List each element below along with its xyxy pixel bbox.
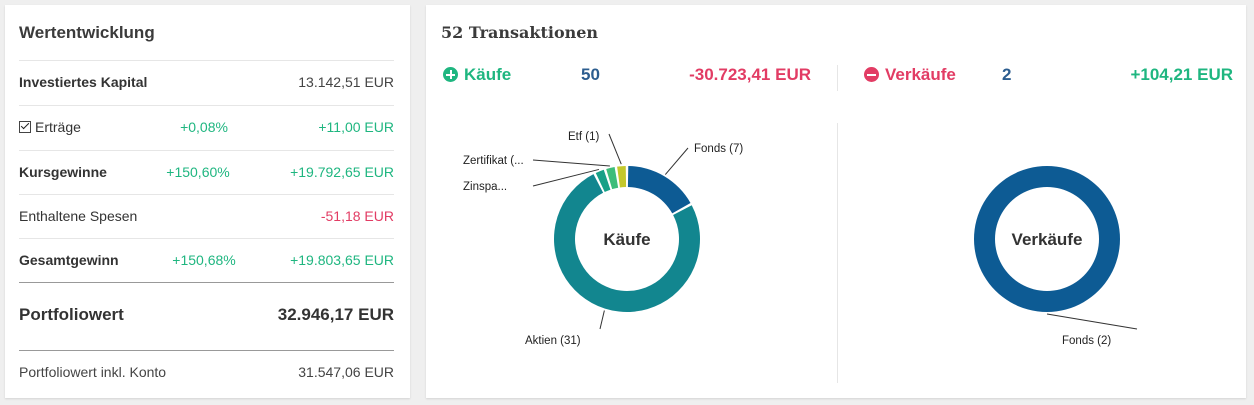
slice-etf-1[interactable] — [617, 166, 626, 187]
kaeufe-donut-chart: Käufe Fonds (7) Aktien (31) Zinspa... Zertif… — [426, 115, 826, 395]
slice-leader-line — [533, 160, 610, 166]
verkaeufe-amount: +104,21 EUR — [1130, 65, 1233, 85]
kaeufe-amount: -30.723,41 EUR — [689, 65, 811, 85]
slice-label-zertifikat: Zertifikat (... — [463, 155, 524, 167]
row-kursgewinne: Kursgewinne +150,60% +19.792,65 EUR — [19, 150, 394, 195]
verkaeufe-count: 2 — [1002, 65, 1011, 85]
slice-label-fonds-2: Fonds (2) — [1062, 335, 1111, 347]
portfoliowert-label: Portfoliowert — [19, 305, 124, 325]
gesamtgewinn-value: +19.803,65 EUR — [290, 252, 394, 268]
kursgewinne-value: +19.792,65 EUR — [290, 164, 394, 180]
chart-divider — [837, 123, 838, 383]
slice-leader-line — [600, 311, 604, 329]
gesamtgewinn-pct: +150,68% — [159, 252, 249, 268]
ertraege-value: +11,00 EUR — [318, 119, 394, 135]
portfoliowert-value: 32.946,17 EUR — [278, 305, 394, 325]
kaeufe-label: Käufe — [464, 65, 511, 84]
investiertes-kapital-value: 13.142,51 EUR — [298, 74, 394, 90]
row-enthaltene-spesen: Enthaltene Spesen -51,18 EUR — [19, 194, 394, 239]
ertraege-label: Erträge — [35, 119, 81, 135]
slice-fonds-7[interactable] — [628, 166, 691, 213]
checkbox-checked-icon[interactable] — [19, 121, 31, 133]
row-portfoliowert-konto: Portfoliowert inkl. Konto 31.547,06 EUR — [19, 350, 394, 395]
gesamtgewinn-label: Gesamtgewinn — [19, 252, 119, 268]
donut-center-label: Käufe — [603, 230, 650, 249]
slice-label-fonds-7: Fonds (7) — [694, 143, 743, 155]
donut-center-label: Verkäufe — [1012, 230, 1083, 249]
verkaeufe-summary-label[interactable]: Verkäufe — [864, 65, 956, 85]
row-investiertes-kapital: Investiertes Kapital 13.142,51 EUR — [19, 60, 394, 105]
row-gesamtgewinn: Gesamtgewinn +150,68% +19.803,65 EUR — [19, 238, 394, 283]
kursgewinne-pct: +150,60% — [153, 164, 243, 180]
kaeufe-summary-label[interactable]: Käufe — [443, 65, 511, 85]
verkaeufe-donut-chart: Verkäufe Fonds (2) — [846, 115, 1246, 395]
slice-leader-line — [609, 134, 621, 164]
spesen-value: -51,18 EUR — [321, 208, 394, 224]
row-portfoliowert: Portfoliowert 32.946,17 EUR — [19, 282, 394, 351]
spesen-label: Enthaltene Spesen — [19, 208, 137, 224]
verkaeufe-label: Verkäufe — [885, 65, 956, 84]
minus-circle-icon — [864, 67, 879, 82]
summary-divider — [837, 65, 838, 91]
slice-label-zinspa: Zinspa... — [463, 181, 507, 193]
slice-leader-line — [665, 148, 688, 175]
kaeufe-count: 50 — [581, 65, 600, 85]
wertentwicklung-title: Wertentwicklung — [19, 23, 155, 43]
row-ertraege[interactable]: Erträge +0,08% +11,00 EUR — [19, 105, 394, 150]
investiertes-kapital-label: Investiertes Kapital — [19, 74, 147, 90]
kursgewinne-label: Kursgewinne — [19, 164, 107, 180]
slice-label-etf-1: Etf (1) — [568, 131, 599, 143]
transaktionen-title: 52 Transaktionen — [441, 23, 598, 42]
transaktionen-card: 52 Transaktionen Käufe 50 -30.723,41 EUR… — [426, 5, 1246, 398]
ertraege-pct: +0,08% — [159, 119, 249, 135]
slice-leader-line — [1047, 314, 1137, 329]
portfoliowert-konto-label: Portfoliowert inkl. Konto — [19, 364, 166, 380]
wertentwicklung-card: Wertentwicklung Investiertes Kapital 13.… — [5, 5, 410, 398]
plus-circle-icon — [443, 67, 458, 82]
ertraege-label-wrap: Erträge — [19, 119, 81, 135]
portfoliowert-konto-value: 31.547,06 EUR — [298, 364, 394, 380]
slice-label-aktien-31: Aktien (31) — [525, 335, 581, 347]
